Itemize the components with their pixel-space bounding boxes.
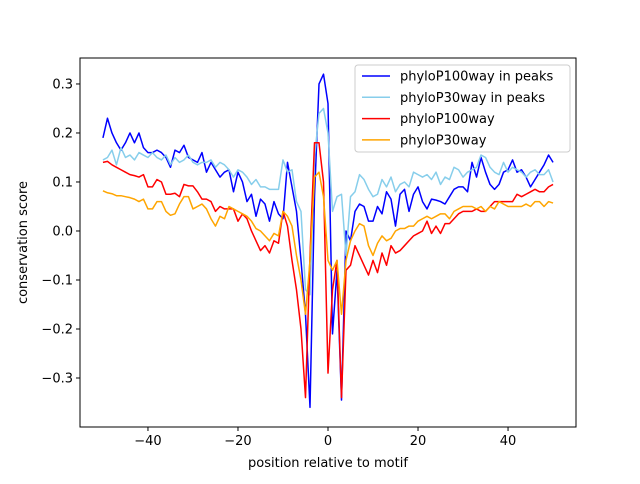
y-tick-label: 0.3 xyxy=(52,77,73,92)
y-tick-label: −0.2 xyxy=(41,322,73,337)
series-line-3 xyxy=(102,142,554,399)
series-line-1 xyxy=(102,73,554,409)
x-tick-label: 0 xyxy=(324,434,332,449)
y-tick-label: 0.1 xyxy=(52,175,73,190)
y-tick-label: −0.3 xyxy=(41,371,73,386)
legend-label: phyloP30way in peaks xyxy=(400,91,545,106)
legend-entry: phyloP100way in peaks xyxy=(362,70,554,85)
legend: phyloP100way in peaks phyloP30way in peak… xyxy=(354,64,571,153)
legend-entry: phyloP30way xyxy=(362,133,487,148)
legend-box xyxy=(354,64,571,153)
y-tick-label: −0.1 xyxy=(41,273,73,288)
y-tick-label: 0.2 xyxy=(52,126,73,141)
x-tick-label: 40 xyxy=(500,434,517,449)
x-axis: −40 −20 0 20 40 xyxy=(134,427,516,449)
x-tick-label: 20 xyxy=(410,434,427,449)
x-tick-label: −40 xyxy=(134,434,161,449)
y-tick-label: 0.0 xyxy=(52,224,73,239)
legend-label: phyloP100way xyxy=(400,112,495,127)
x-axis-label: position relative to motif xyxy=(248,456,408,471)
series-line-4 xyxy=(102,171,554,316)
y-axis-label: conservation score xyxy=(16,181,31,304)
series-line-2 xyxy=(102,107,554,296)
legend-entry: phyloP100way xyxy=(362,112,495,127)
legend-label: phyloP100way in peaks xyxy=(400,70,554,85)
x-tick-label: −20 xyxy=(224,434,251,449)
legend-label: phyloP30way xyxy=(400,133,487,148)
legend-entry: phyloP30way in peaks xyxy=(362,91,545,106)
y-axis: −0.3 −0.2 −0.1 0.0 0.1 0.2 0.3 xyxy=(41,77,80,386)
series-layer xyxy=(102,73,554,409)
